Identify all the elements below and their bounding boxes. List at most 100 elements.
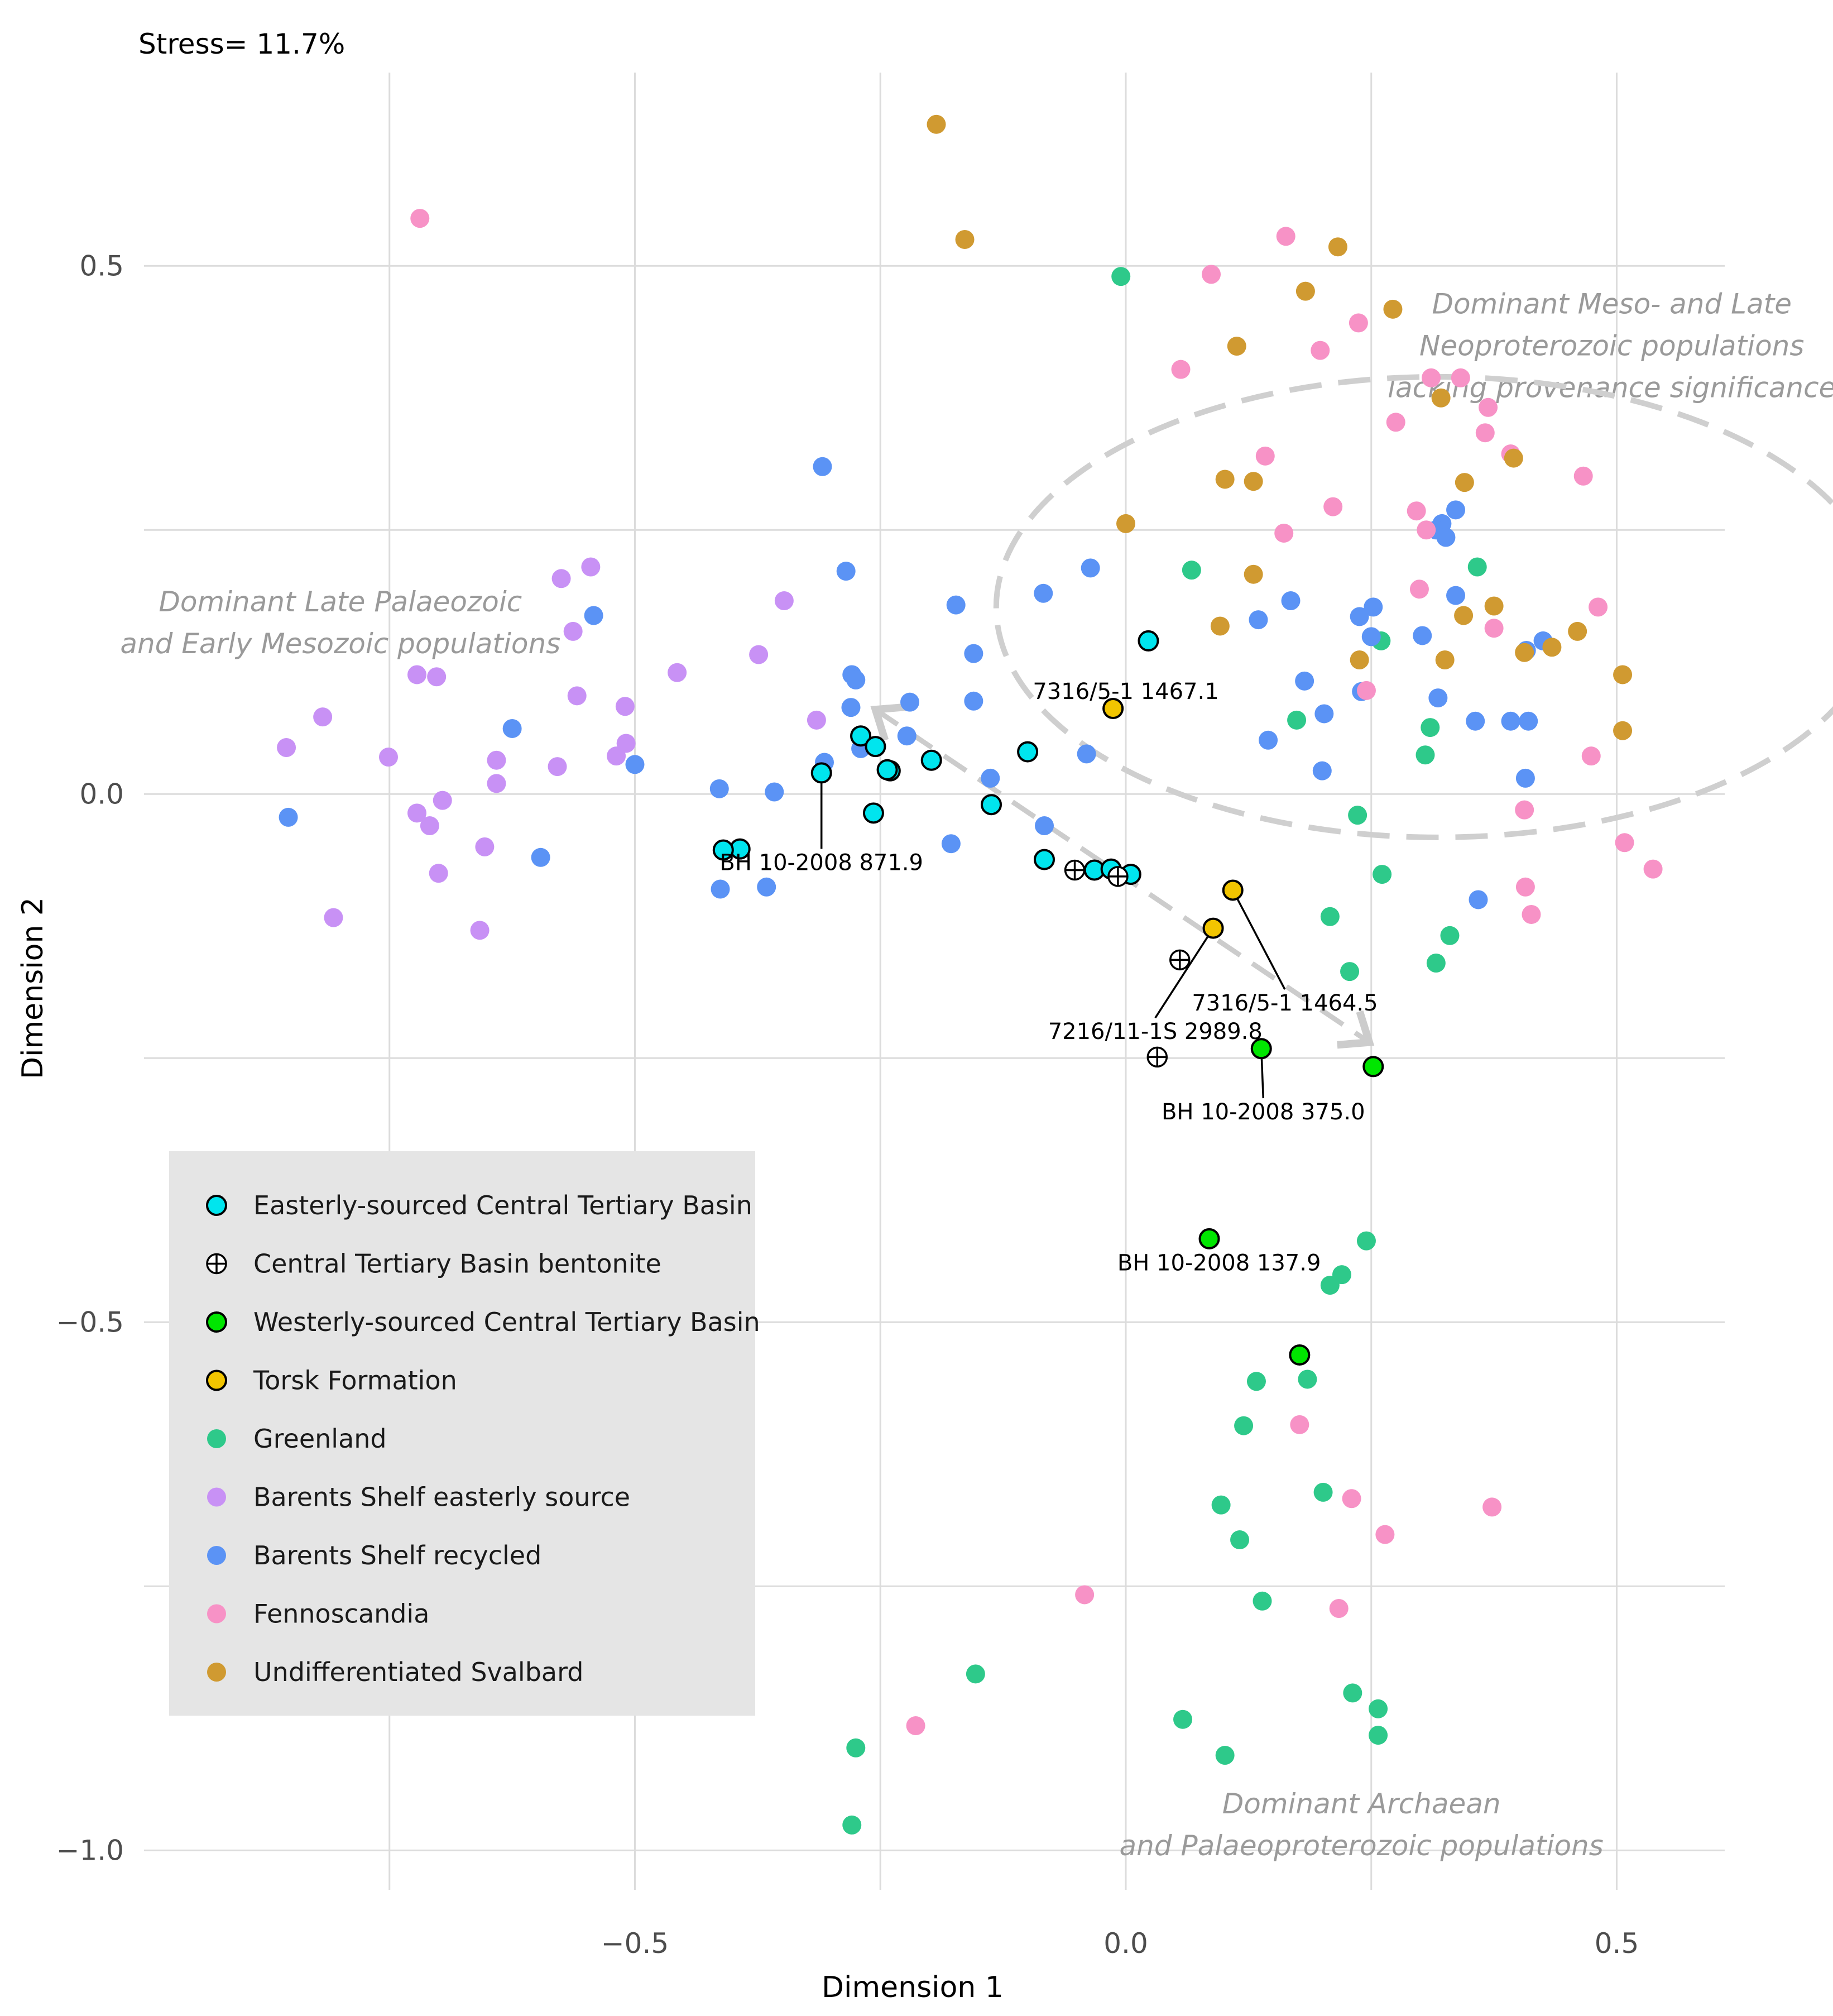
greenland-point xyxy=(1340,962,1360,981)
annotation-line: Dominant Archaean xyxy=(1222,1788,1501,1820)
y-tick-label: 0.0 xyxy=(79,778,124,810)
fennoscandia-point xyxy=(1255,446,1275,466)
legend-key-fennoscandia xyxy=(207,1604,226,1624)
barents-shelf-recycled-point xyxy=(1515,768,1535,788)
fennoscandia-point xyxy=(1589,597,1608,617)
greenland-point xyxy=(1369,1726,1388,1745)
barents-shelf-easterly-source-point xyxy=(470,921,490,940)
barents-shelf-recycled-point xyxy=(900,692,920,712)
barents-shelf-recycled-point xyxy=(1469,890,1488,909)
legend-key-barents-shelf-recycled xyxy=(207,1546,226,1565)
x-tick-label: −0.5 xyxy=(601,1927,669,1960)
barents-shelf-easterly-source-point xyxy=(427,667,447,687)
fennoscandia-point xyxy=(1290,1415,1309,1434)
fennoscandia-point xyxy=(1356,681,1376,700)
x-tick-label: 0.5 xyxy=(1595,1927,1639,1960)
torsk-formation-point xyxy=(1222,879,1244,901)
fennoscandia-point xyxy=(1581,746,1601,766)
barents-shelf-recycled-point xyxy=(1413,626,1432,645)
legend-background xyxy=(169,1151,755,1716)
westerly-sourced-central-tertiary-basin-point xyxy=(1362,1056,1384,1078)
greenland-point xyxy=(1313,1482,1333,1502)
greenland-point xyxy=(1415,745,1435,765)
legend-key-undifferentiated-svalbard xyxy=(207,1663,226,1682)
greenland-point xyxy=(1426,954,1446,973)
greenland-point xyxy=(1369,1699,1388,1718)
fennoscandia-point xyxy=(1409,580,1429,599)
westerly-sourced-central-tertiary-basin-point xyxy=(1198,1228,1220,1249)
barents-shelf-recycled-point xyxy=(813,457,832,476)
barents-shelf-recycled-point xyxy=(757,877,776,897)
fennoscandia-point xyxy=(1171,360,1191,379)
greenland-point xyxy=(1182,561,1201,580)
barents-shelf-easterly-source-point xyxy=(567,686,587,706)
legend-label-central-tertiary-basin-bentonite: Central Tertiary Basin bentonite xyxy=(253,1249,661,1279)
barents-shelf-recycled-point xyxy=(279,807,298,827)
fennoscandia-point xyxy=(1484,619,1504,638)
fennoscandia-point xyxy=(1475,423,1495,443)
barents-shelf-easterly-source-point xyxy=(407,665,427,684)
barents-shelf-easterly-source-point xyxy=(668,663,687,682)
barents-shelf-easterly-source-point xyxy=(548,757,567,777)
point-label: BH 10-2008 137.9 xyxy=(1117,1251,1321,1276)
greenland-point xyxy=(1373,865,1392,884)
data-points xyxy=(277,114,1663,1835)
fennoscandia-point xyxy=(1482,1497,1502,1517)
greenland-point xyxy=(1230,1530,1250,1550)
fennoscandia-point xyxy=(1479,398,1498,417)
easterly-sourced-central-tertiary-basin-point xyxy=(1017,741,1039,763)
legend-key-easterly-sourced-central-tertiary-basin xyxy=(206,1195,227,1216)
annotation-line: Dominant Meso- and Late xyxy=(1432,288,1792,320)
legend-key-greenland xyxy=(207,1429,226,1448)
undifferentiated-svalbard-point xyxy=(1613,721,1633,740)
undifferentiated-svalbard-point xyxy=(1350,650,1369,669)
fennoscandia-point xyxy=(1311,341,1330,360)
legend-label-fennoscandia: Fennoscandia xyxy=(253,1599,429,1629)
undifferentiated-svalbard-point xyxy=(1504,448,1523,468)
barents-shelf-recycled-point xyxy=(1249,610,1268,630)
undifferentiated-svalbard-point xyxy=(1227,337,1246,356)
barents-shelf-recycled-point xyxy=(964,691,983,711)
barents-shelf-recycled-point xyxy=(836,562,856,581)
ellipse-layer xyxy=(994,374,1833,840)
legend-key-torsk-formation xyxy=(206,1369,227,1391)
central-tertiary-basin-bentonite-point xyxy=(1064,859,1086,881)
legend-label-barents-shelf-easterly-source: Barents Shelf easterly source xyxy=(253,1482,630,1512)
point-label: BH 10-2008 375.0 xyxy=(1162,1099,1365,1125)
barents-shelf-easterly-source-point xyxy=(277,738,296,758)
easterly-sourced-central-tertiary-basin-point xyxy=(862,802,884,824)
easterly-sourced-central-tertiary-basin-point xyxy=(850,725,872,747)
greenland-point xyxy=(1287,710,1307,730)
barents-shelf-recycled-point xyxy=(981,768,1000,788)
point-label: BH 10-2008 871.9 xyxy=(719,850,923,876)
easterly-sourced-central-tertiary-basin-point xyxy=(876,759,898,780)
greenland-point xyxy=(1320,907,1340,926)
barents-shelf-recycled-point xyxy=(625,755,645,774)
barents-shelf-recycled-point xyxy=(1077,744,1096,764)
undifferentiated-svalbard-point xyxy=(1454,606,1474,625)
undifferentiated-svalbard-point xyxy=(1116,514,1136,533)
undifferentiated-svalbard-point xyxy=(1383,299,1403,319)
barents-shelf-easterly-source-point xyxy=(313,707,333,727)
y-axis-title: Dimension 2 xyxy=(16,897,50,1079)
undifferentiated-svalbard-point xyxy=(1568,621,1587,641)
undifferentiated-svalbard-point xyxy=(1210,616,1230,636)
fennoscandia-point xyxy=(1386,413,1405,432)
greenland-point xyxy=(1253,1591,1272,1611)
barents-shelf-recycled-point xyxy=(1081,558,1100,578)
undifferentiated-svalbard-point xyxy=(1613,665,1633,684)
easterly-sourced-central-tertiary-basin-point xyxy=(712,839,734,861)
point-labels: 7316/5-1 1467.1 BH 10-2008 871.9 7316/5-1 … xyxy=(719,679,1378,1276)
undifferentiated-svalbard-point xyxy=(927,114,946,134)
barents-shelf-recycled-point xyxy=(897,726,916,746)
fennoscandia-point xyxy=(410,209,430,228)
greenland-point xyxy=(1467,557,1487,577)
barents-shelf-easterly-source-point xyxy=(581,557,601,577)
y-tick-label: 0.5 xyxy=(79,250,124,282)
barents-shelf-easterly-source-point xyxy=(324,908,343,927)
barents-shelf-recycled-point xyxy=(1361,627,1381,647)
greenland-point xyxy=(1440,926,1460,945)
barents-shelf-easterly-source-point xyxy=(433,791,452,810)
fennoscandia-point xyxy=(1329,1599,1349,1618)
y-tick-label: −1.0 xyxy=(56,1834,124,1866)
